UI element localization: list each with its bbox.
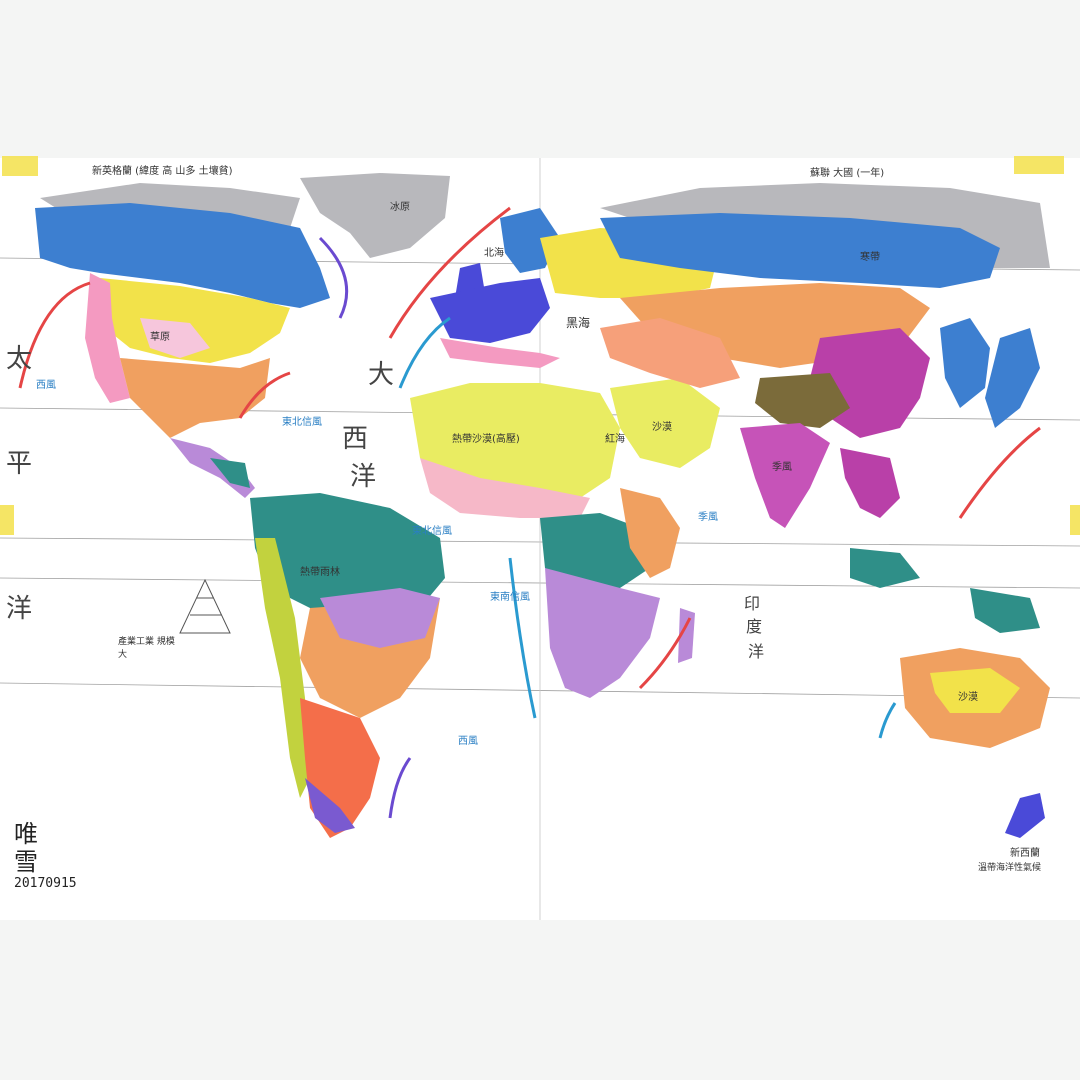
signature-name-1: 唯 (14, 820, 38, 848)
us-grassland (140, 318, 210, 358)
ocean-label-atlantic-3: 洋 (350, 462, 377, 492)
ocean-label-indian-3: 洋 (748, 642, 765, 661)
new-guinea (970, 588, 1040, 633)
arabia (610, 378, 720, 468)
mediterranean-europe (440, 338, 560, 368)
note-bottom-right-1: 新西蘭 (1010, 848, 1040, 859)
sea-label-black: 黑海 (566, 316, 591, 330)
region-sahara: 熱帶沙漠(高壓) (452, 434, 520, 445)
signature: 唯 雪 20170915 (14, 820, 84, 891)
ocean-label-pacific-3: 洋 (6, 594, 33, 624)
sea-label-north: 北海 (484, 248, 504, 259)
south-america-brazil (320, 588, 440, 648)
region-india: 季風 (772, 462, 792, 473)
ocean-label-atlantic-1: 大 (368, 360, 395, 390)
se-asia (840, 448, 900, 518)
india (740, 423, 830, 528)
madagascar (678, 608, 695, 663)
tape-top-left (2, 156, 38, 176)
north-america-temperate (100, 278, 290, 363)
signature-date: 20170915 (14, 876, 77, 891)
wind-ne-trade-atlantic: 東北信風 (282, 417, 322, 428)
ocean-label-indian-2: 度 (746, 617, 763, 636)
wind-ne-trade-africa: 東北信風 (412, 526, 452, 537)
southern-africa (545, 568, 660, 698)
new-zealand (1005, 793, 1045, 838)
wind-westerlies-left: 西風 (36, 380, 56, 391)
ocean-label-pacific-1: 太 (6, 344, 33, 374)
siberia-taiga (600, 213, 1000, 288)
region-na-grassland: 草原 (150, 332, 170, 343)
australia-core (930, 668, 1020, 713)
ocean-currents (18, 206, 1041, 819)
wind-se-trade: 東南信風 (490, 592, 530, 603)
north-america-taiga (35, 203, 330, 308)
note-bottom-right-2: 溫帶海洋性氣候 (978, 863, 1042, 873)
indonesia (850, 548, 920, 588)
tibet (755, 373, 850, 428)
wind-westerlies-sa: 西風 (458, 736, 478, 747)
note-pyramid-legend: 產業工業 規模大 (118, 637, 175, 660)
sahel (420, 458, 590, 518)
western-europe (430, 278, 550, 343)
sahara (410, 383, 620, 498)
region-greenland: 冰原 (390, 202, 410, 213)
region-australia-desert: 沙漠 (958, 692, 978, 703)
wind-monsoon: 季風 (698, 512, 718, 523)
ocean-label-indian-1: 印 (744, 594, 761, 613)
signature-name-2: 雪 (14, 848, 38, 876)
tape-left (0, 505, 14, 535)
tape-top-right (1014, 156, 1064, 174)
pyramid-legend (179, 578, 231, 634)
central-africa (540, 513, 650, 588)
middle-east (600, 318, 740, 388)
greenland (300, 173, 450, 258)
ocean-label-atlantic-2: 西 (342, 424, 369, 454)
region-amazon: 熱帶雨林 (300, 567, 340, 578)
scandinavia (500, 208, 560, 273)
map-sheet: 太 平 洋 大 西 洋 印 度 洋 黑海 北海 紅海 東北信風 東北信風 東南信… (0, 158, 1080, 920)
japan (985, 328, 1040, 428)
note-top-left: 新英格蘭 (緯度 高 山多 土壤貧) (92, 166, 233, 177)
patagonia (305, 778, 355, 833)
north-america-west (85, 273, 130, 403)
east-africa (620, 488, 680, 578)
tape-right (1070, 505, 1080, 535)
central-america-forest (210, 458, 250, 488)
region-arabia: 沙漠 (652, 422, 672, 433)
note-top-right: 蘇聯 大國 (一年) (810, 168, 885, 179)
south-america-rainforest (250, 493, 445, 618)
south-america-andes (255, 538, 310, 798)
world-map (0, 158, 1080, 920)
region-siberia: 寒帶 (860, 252, 880, 263)
korea-japan (940, 318, 990, 408)
ocean-label-pacific-2: 平 (6, 449, 33, 479)
sea-label-red: 紅海 (605, 434, 625, 445)
north-america-south (120, 358, 270, 438)
